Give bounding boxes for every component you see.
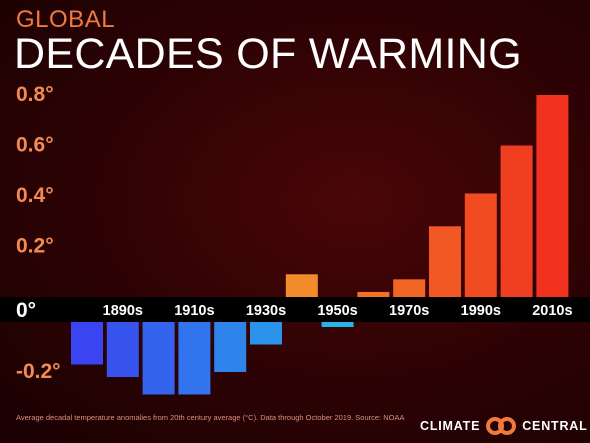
bar-1900s	[142, 322, 175, 395]
chart-kicker: GLOBAL	[16, 6, 116, 33]
logo-text-left: CLIMATE	[420, 419, 481, 433]
x-tick-label: 2010s	[532, 303, 572, 319]
y-tick-label: 0.6°	[16, 134, 54, 157]
logo-text-right: CENTRAL	[522, 419, 588, 433]
x-tick-label: 1930s	[246, 303, 286, 319]
x-tick-label: 1910s	[174, 303, 214, 319]
bar-1960s	[357, 291, 390, 297]
bar-1950s	[321, 322, 354, 327]
y-tick-label: 0.2°	[16, 235, 54, 258]
bar-1990s	[464, 193, 497, 297]
decadal-bar-chart: 0.8°0.6°0.4°0.2°0°-0.2° 1890s 1910s 1930s 1…	[0, 83, 590, 395]
x-tick-label: 1950s	[317, 303, 357, 319]
x-tick-label: 1970s	[389, 303, 429, 319]
bar-1880s	[71, 322, 103, 365]
x-axis-band	[0, 297, 590, 322]
y-tick-label: -0.2°	[16, 360, 61, 383]
y-tick-label: 0°	[16, 299, 36, 322]
bar-1980s	[429, 226, 461, 297]
climate-central-logo[interactable]: CLIMATE CENTRAL	[420, 416, 588, 436]
chart-title: DECADES OF WARMING	[14, 30, 522, 78]
footnote: Average decadal temperature anomalies fr…	[16, 413, 405, 422]
bars	[71, 95, 569, 395]
bar-1930s	[250, 322, 282, 345]
x-axis-labels: 1890s 1910s 1930s 1950s 1970s 1990s 2010s	[103, 303, 573, 319]
x-tick-label: 1990s	[461, 303, 501, 319]
bar-1910s	[178, 322, 211, 395]
bar-2000s	[500, 145, 533, 297]
y-axis-labels: 0.8° 0.6° 0.4° 0.2° 0° -0.2°	[16, 83, 61, 383]
linked-rings-icon	[486, 417, 517, 435]
y-tick-label: 0.8°	[16, 83, 54, 106]
bar-1890s	[106, 322, 139, 377]
bar-2010s	[536, 95, 569, 297]
bar-1940s	[285, 274, 318, 297]
x-tick-label: 1890s	[103, 303, 143, 319]
bar-1920s	[214, 322, 247, 372]
y-tick-label: 0.4°	[16, 184, 54, 207]
bar-1970s	[393, 279, 426, 297]
